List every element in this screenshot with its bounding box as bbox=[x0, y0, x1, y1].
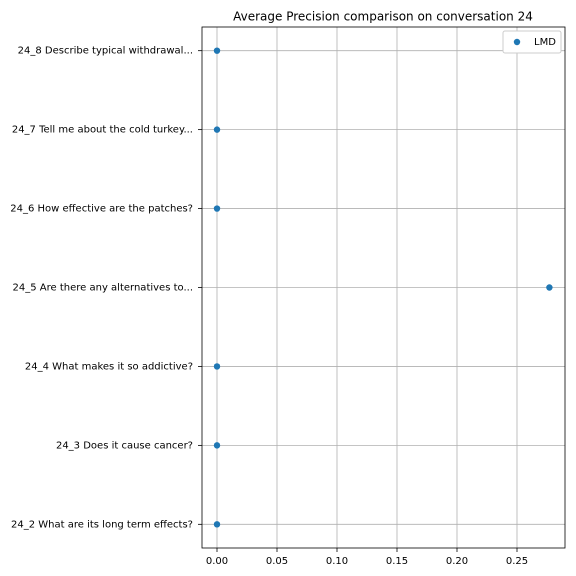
y-tick-label: 24_4 What makes it so addictive? bbox=[25, 361, 193, 372]
x-tick-label: 0.10 bbox=[326, 556, 348, 567]
y-tick-label: 24_7 Tell me about the cold turkey... bbox=[12, 125, 193, 136]
y-tick-label: 24_6 How effective are the patches? bbox=[10, 204, 193, 215]
legend-marker bbox=[513, 38, 521, 46]
x-tick-label: 0.25 bbox=[506, 556, 528, 567]
chart-title: Average Precision comparison on conversa… bbox=[233, 10, 533, 24]
point bbox=[213, 126, 221, 133]
y-tick-label: 24_5 Are there any alternatives to... bbox=[13, 283, 193, 294]
x-tick-label: 0.20 bbox=[446, 556, 468, 567]
point bbox=[213, 47, 221, 54]
x-tick-label: 0.05 bbox=[266, 556, 288, 567]
point bbox=[213, 442, 221, 449]
y-tick-label: 24_8 Describe typical withdrawal... bbox=[18, 46, 193, 57]
point bbox=[213, 205, 221, 212]
y-tick-label: 24_2 What are its long term effects? bbox=[11, 519, 193, 530]
point bbox=[546, 284, 553, 291]
legend-label: LMD bbox=[534, 37, 556, 48]
plot-frame bbox=[201, 26, 566, 549]
y-tick-label: 24_3 Does it cause cancer? bbox=[56, 440, 193, 451]
legend-box bbox=[502, 30, 562, 54]
point bbox=[213, 363, 221, 370]
x-tick-label: 0.00 bbox=[206, 556, 228, 567]
point bbox=[213, 521, 221, 528]
x-tick-label: 0.15 bbox=[386, 556, 408, 567]
